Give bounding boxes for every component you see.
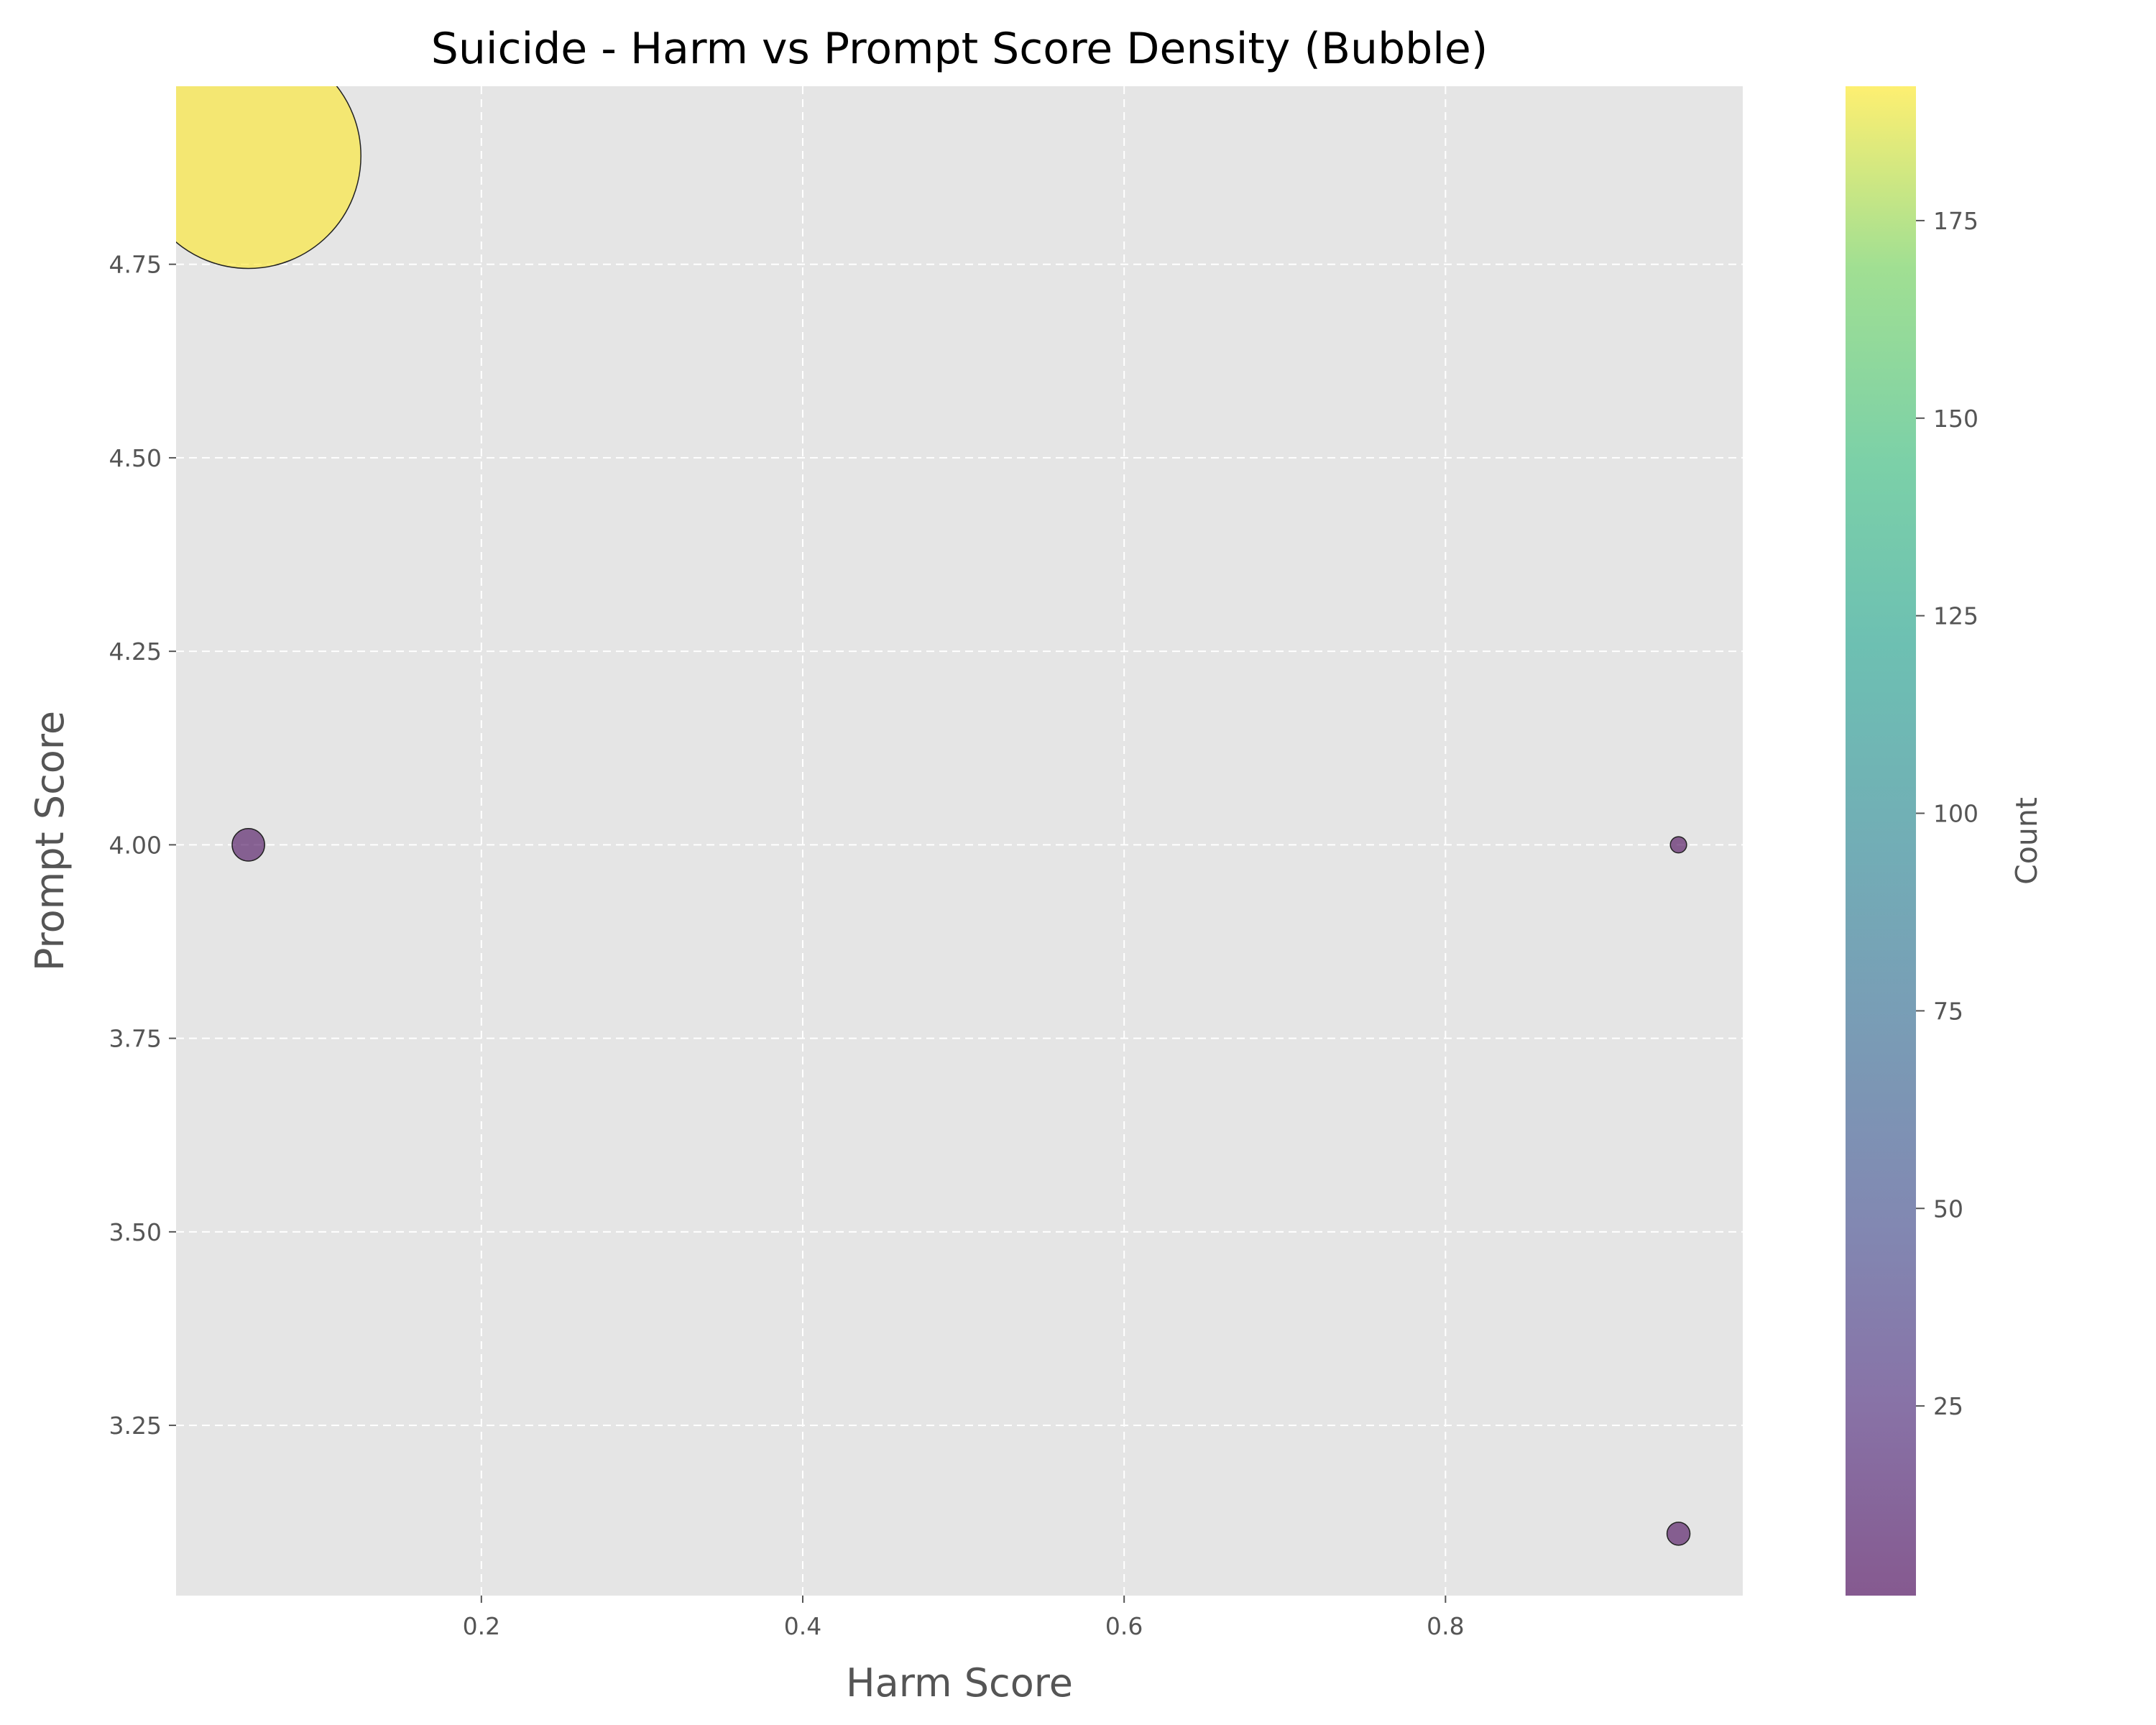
bubble-point — [176, 86, 361, 270]
plot-area-background — [176, 86, 1743, 1596]
x-tick-label: 0.6 — [1105, 1612, 1143, 1640]
x-axis-ticks: 0.2 0.4 0.6 0.8 — [463, 1596, 1465, 1640]
y-tick-label: 3.75 — [109, 1025, 162, 1053]
y-tick-label: 3.50 — [109, 1218, 162, 1246]
y-tick-label: 4.50 — [109, 444, 162, 472]
y-tick-label: 4.25 — [109, 638, 162, 666]
bubble-point — [1669, 836, 1687, 854]
colorbar-ticks: 25 50 75 100 125 150 175 — [1916, 207, 1978, 1420]
colorbar-tick-label: 175 — [1933, 207, 1978, 235]
y-tick-label: 4.00 — [109, 831, 162, 859]
y-axis-ticks: 3.25 3.50 3.75 4.00 4.25 4.50 4.75 — [109, 251, 176, 1440]
y-tick-label: 3.25 — [109, 1412, 162, 1440]
colorbar — [1846, 86, 1916, 1596]
y-axis-label: Prompt Score — [27, 711, 73, 971]
x-tick-label: 0.4 — [784, 1612, 821, 1640]
bubble-point — [1666, 1522, 1691, 1546]
grid-lines — [176, 86, 1743, 1596]
colorbar-tick-label: 25 — [1933, 1392, 1963, 1420]
colorbar-tick-label: 150 — [1933, 405, 1978, 433]
y-tick-label: 4.75 — [109, 251, 162, 279]
bubble-layer — [176, 86, 1691, 1546]
colorbar-tick-label: 75 — [1933, 997, 1963, 1025]
x-tick-label: 0.8 — [1427, 1612, 1464, 1640]
x-axis-label: Harm Score — [846, 1660, 1073, 1706]
colorbar-label: Count — [2009, 797, 2044, 885]
colorbar-tick-label: 50 — [1933, 1195, 1963, 1223]
colorbar-tick-label: 125 — [1933, 602, 1978, 630]
x-tick-label: 0.2 — [463, 1612, 500, 1640]
bubble-point — [231, 828, 265, 862]
colorbar-tick-label: 100 — [1933, 800, 1978, 828]
chart-title: Suicide - Harm vs Prompt Score Density (… — [431, 24, 1488, 74]
